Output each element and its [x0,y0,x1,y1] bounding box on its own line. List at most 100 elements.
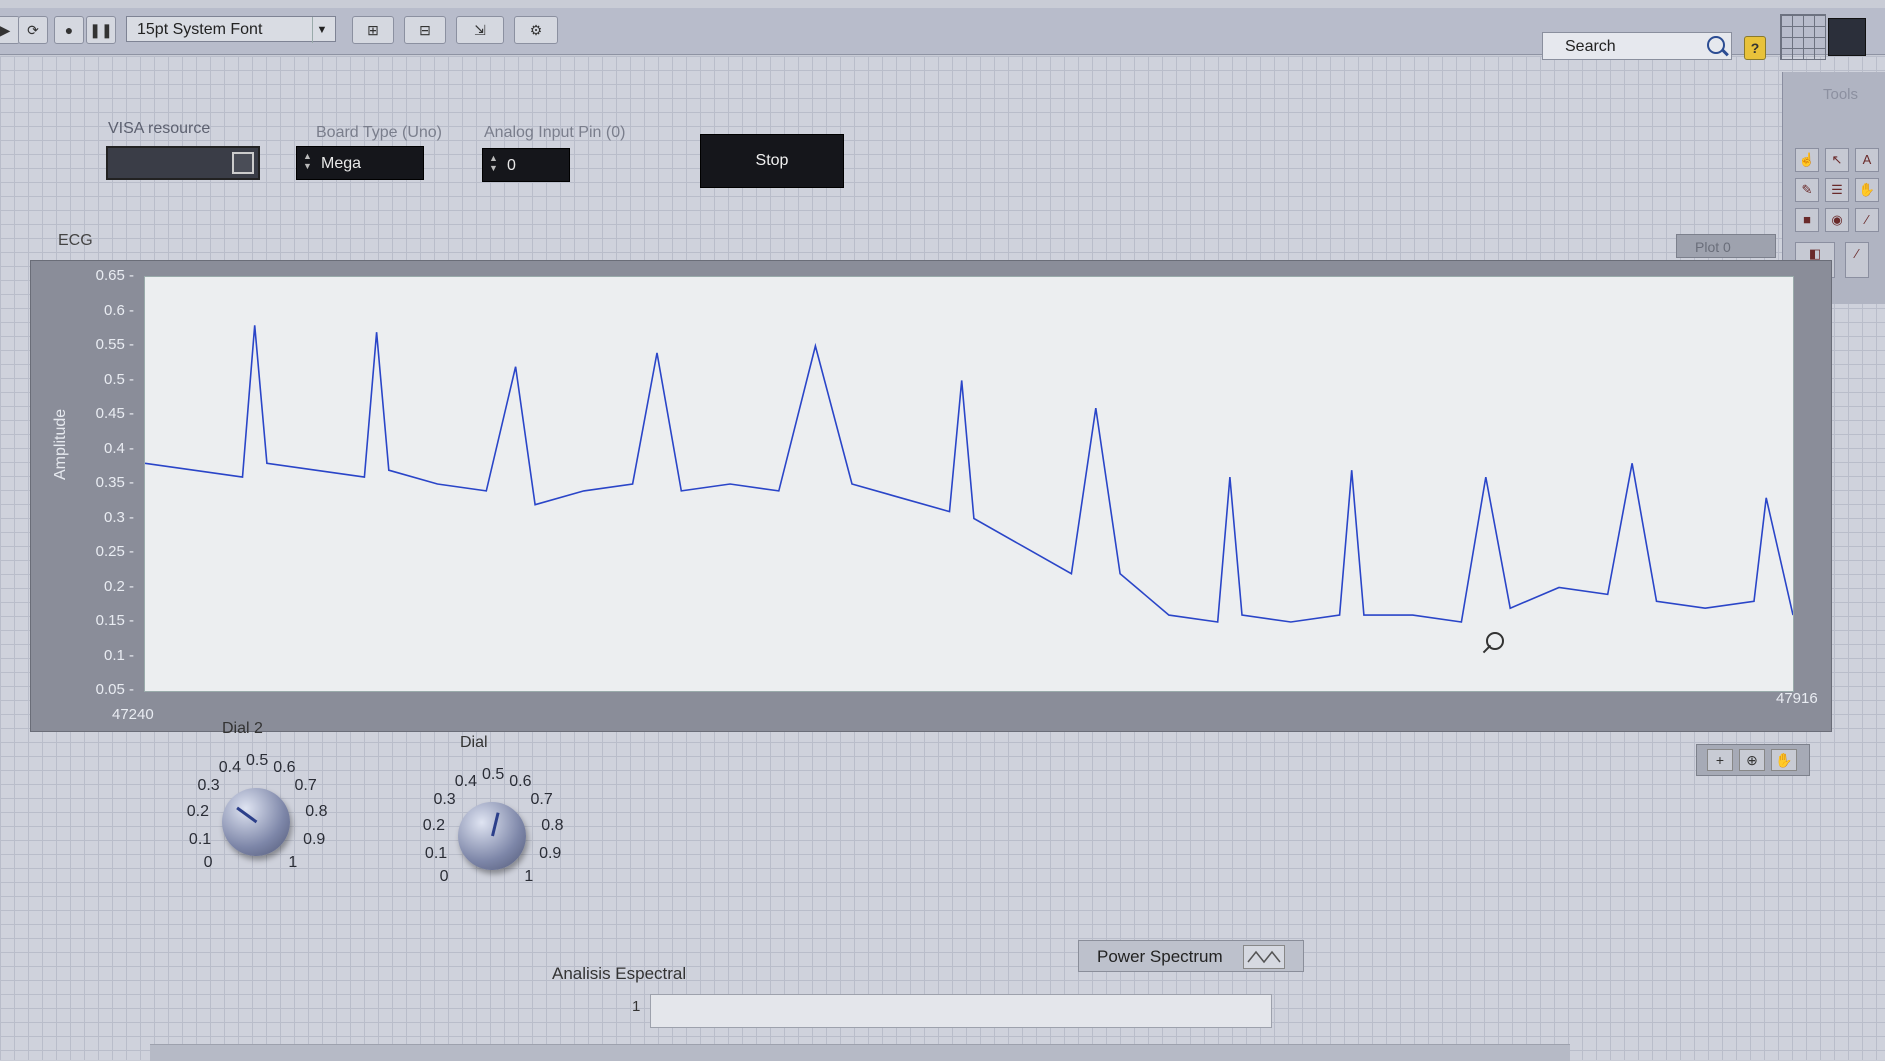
waveform-plot-area[interactable] [144,276,1794,692]
y-tick-label: 0.6 - [103,301,134,319]
zoom-cursor-icon [1486,632,1504,650]
object-shortcut-menu-icon[interactable]: ☰ [1825,178,1849,202]
y-tick-label: 0.05 - [95,681,134,698]
align-objects-icon[interactable]: ⊞ [352,16,394,44]
help-button[interactable]: ? [1744,36,1766,60]
x-axis-end-label: 47916 [1776,690,1818,707]
chevron-down-icon: ▼ [312,17,331,43]
dial-tick-label: 0.6 [509,772,532,790]
dial-2-needle [236,806,258,824]
board-type-ring[interactable]: ▲ ▼ Mega [296,146,424,180]
y-tick-label: 0.55 - [95,336,134,353]
dial-tick-label: 0 [439,868,449,886]
graph-palette: + ⊕ ✋ [1696,744,1810,776]
ecg-series-line [144,325,1794,623]
edit-text-icon[interactable]: A [1855,148,1879,172]
dial-tick-label: 0.4 [218,758,241,776]
y-axis-label: Amplitude [52,408,69,480]
dial-tick-label: 0.3 [197,776,220,794]
dial-2-knob[interactable] [222,788,290,856]
dial-1-knob[interactable] [458,802,526,870]
dial-2-title: Dial 2 [222,720,263,737]
increment-decrement-icon[interactable]: ▲ ▼ [303,151,312,171]
dial-tick-label: 0.8 [541,816,564,834]
x-axis-start-label: 47240 [112,706,154,723]
probe-icon[interactable]: ◉ [1825,208,1849,232]
resize-objects-icon[interactable]: ⇲ [456,16,504,44]
analysis-y-tick: 1 [632,998,641,1015]
search-icon[interactable] [1707,36,1725,54]
browse-icon[interactable] [232,152,254,174]
operate-value-icon[interactable]: ☝ [1795,148,1819,172]
position-select-icon[interactable]: ↖ [1825,148,1849,172]
waveform-icon [1243,945,1285,969]
analog-pin-control[interactable]: ▲ ▼ 0 [482,148,570,182]
dial-tick-label: 1 [288,854,298,872]
tools-palette: Tools ☝ ↖ A ✎ ☰ ✋ ■ ◉ ⁄ ◧ ⁄ [1782,72,1885,304]
dial-tick-label: 0.7 [294,776,317,794]
pause-icon[interactable]: ❚❚ [86,16,116,44]
y-tick-label: 0.3 - [103,508,134,526]
y-tick-label: 0.45 - [95,405,134,422]
visa-resource-control[interactable] [106,146,260,180]
y-tick-label: 0.4 - [103,439,134,457]
distribute-objects-icon[interactable]: ⊟ [404,16,446,44]
y-tick-label: 0.2 - [103,577,134,595]
get-color-icon[interactable]: ⁄ [1855,208,1879,232]
stop-button[interactable]: Stop [700,134,844,188]
pan-hand-icon[interactable]: ✋ [1771,749,1797,771]
y-tick-label: 0.15 - [95,612,134,629]
font-selector[interactable]: 15pt System Font ▼ [126,16,336,43]
reorder-icon[interactable]: ⚙ [514,16,558,44]
abort-icon[interactable]: ● [54,16,84,44]
connector-pane-icon[interactable] [1780,14,1826,60]
y-tick-label: 0.25 - [95,543,134,560]
dial-tick-label: 0.3 [433,790,456,808]
dial-tick-label: 0.9 [539,844,562,862]
dial-tick-label: 0.2 [186,802,209,820]
crosshair-icon[interactable]: + [1707,749,1733,771]
graph-label: ECG [58,232,93,249]
dial-tick-label: 0.1 [424,844,448,862]
search-label: Search [1565,38,1616,55]
power-spectrum-selector[interactable]: Power Spectrum [1078,940,1304,972]
analog-pin-label: Analog Input Pin (0) [484,124,626,141]
connect-wire-icon[interactable]: ✎ [1795,178,1819,202]
dial-tick-label: 0.7 [530,790,553,808]
visa-resource-label: VISA resource [108,120,211,137]
dial-tick-label: 0.9 [303,830,326,848]
horizontal-scrollbar[interactable] [150,1044,1570,1061]
font-selector-label: 15pt System Font [137,21,263,38]
dial-tick-label: 0.6 [273,758,296,776]
dial-tick-label: 1 [524,868,534,886]
board-type-value: Mega [321,155,362,172]
increment-decrement-icon[interactable]: ▲ ▼ [489,153,498,173]
power-spectrum-label: Power Spectrum [1097,947,1223,966]
breakpoint-icon[interactable]: ■ [1795,208,1819,232]
dial-1-needle [491,812,500,837]
analysis-graph-label: Analisis Espectral [552,964,687,983]
vi-icon[interactable] [1828,18,1866,56]
dial-2[interactable]: Dial 2 0 0.1 0.2 0.3 0.4 0.5 0.6 0.7 0.8 0.9 1 [160,720,360,900]
board-type-label: Board Type (Uno) [316,124,442,141]
dial-tick-label: 0.2 [422,816,445,834]
dial-1-title: Dial [460,734,488,751]
analog-pin-value: 0 [507,157,516,174]
dial-1[interactable]: Dial 0 0.1 0.2 0.3 0.4 0.5 0.6 0.7 0.8 0.9 1 [400,734,600,914]
ecg-plot-svg [144,325,1794,623]
run-arrow-icon[interactable]: ▶ [0,16,20,44]
analysis-plot-area[interactable] [650,994,1272,1028]
run-continuously-icon[interactable]: ⟳ [18,16,48,44]
dial-tick-label: 0 [203,854,213,872]
dial-tick-label: 0.5 [246,752,269,769]
scroll-window-icon[interactable]: ✋ [1855,178,1879,202]
dial-tick-label: 0.5 [482,766,505,783]
y-tick-label: 0.5 - [103,370,134,388]
tools-palette-title: Tools [1823,86,1859,103]
brush-icon[interactable]: ⁄ [1845,242,1869,278]
dial-tick-label: 0.1 [188,830,212,848]
zoom-icon[interactable]: ⊕ [1739,749,1765,771]
plot-legend[interactable]: Plot 0 [1676,234,1776,258]
y-tick-label: 0.65 - [95,267,134,284]
search-input[interactable]: Search [1542,32,1732,60]
